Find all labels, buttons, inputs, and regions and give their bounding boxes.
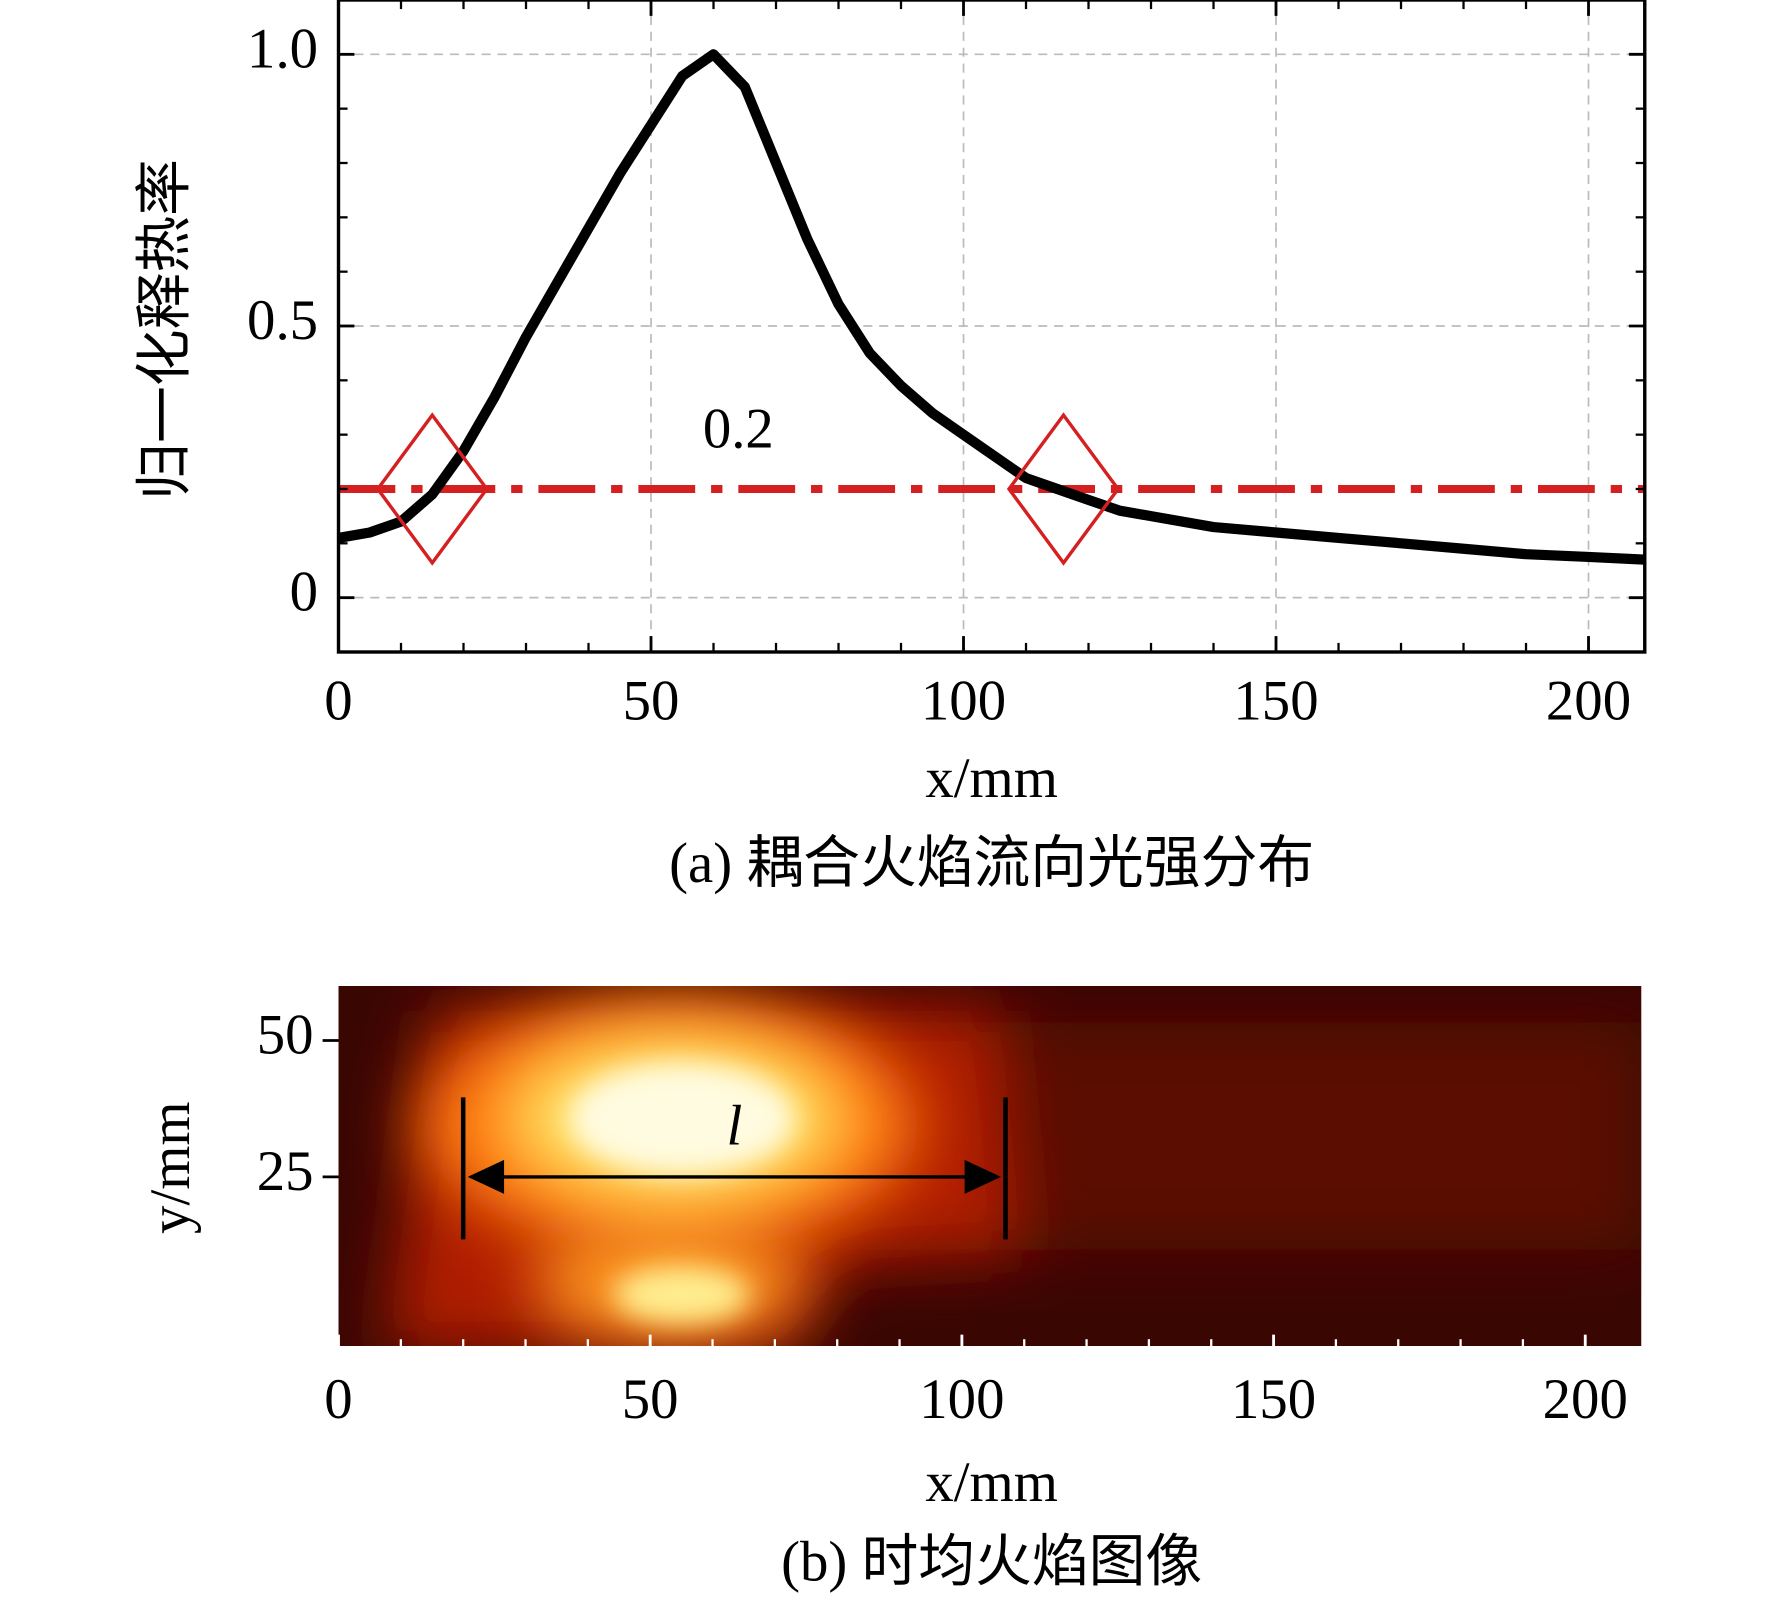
chart-a: 0.2 0 50 100 150 200 0 0.5 1.0 归一化释热率 x/mm (a) 耦合火焰… [133, 0, 1647, 895]
y-tick-label: 0.5 [247, 289, 318, 352]
flame-image [338, 985, 1642, 1347]
y-axis-title: y/mm [139, 1101, 202, 1234]
chart-b: 0 50 100 150 200 25 50 l y/mm x/mm (b) 时均火焰图像 [139, 1004, 1628, 1594]
x-axis-title: x/mm [925, 747, 1058, 810]
line [337, 49, 1646, 565]
y-tick-label: 50 [257, 1004, 314, 1067]
y-tick-label: 0 [290, 561, 318, 624]
x-tick-label: 200 [1546, 670, 1631, 733]
caption: (a) 耦合火焰流向光强分布 [669, 832, 1314, 895]
x-axis-title: x/mm [925, 1451, 1058, 1514]
x-tick-label: 0 [324, 1368, 352, 1431]
x-tick-label: 100 [921, 670, 1006, 733]
y-tick-label: 1.0 [247, 17, 318, 80]
y-tick-label: 25 [257, 1140, 314, 1203]
x-tick-label: 50 [622, 1368, 679, 1431]
length-label: l [726, 1094, 742, 1157]
x-tick-label: 0 [324, 670, 352, 733]
x-tick-label: 50 [623, 670, 680, 733]
threshold-label: 0.2 [703, 398, 774, 461]
intersection-marker [1006, 412, 1121, 566]
caption: (b) 时均火焰图像 [781, 1531, 1202, 1594]
x-tick-label: 200 [1543, 1368, 1628, 1431]
x-tick-label: 150 [1231, 1368, 1316, 1431]
y-axis-title: 归一化释热率 [133, 159, 196, 500]
x-tick-label: 150 [1233, 670, 1318, 733]
arrow-head [467, 1159, 505, 1194]
arrow-head [964, 1159, 1001, 1194]
x-tick-label: 100 [919, 1368, 1004, 1431]
intersection-marker [375, 412, 489, 566]
